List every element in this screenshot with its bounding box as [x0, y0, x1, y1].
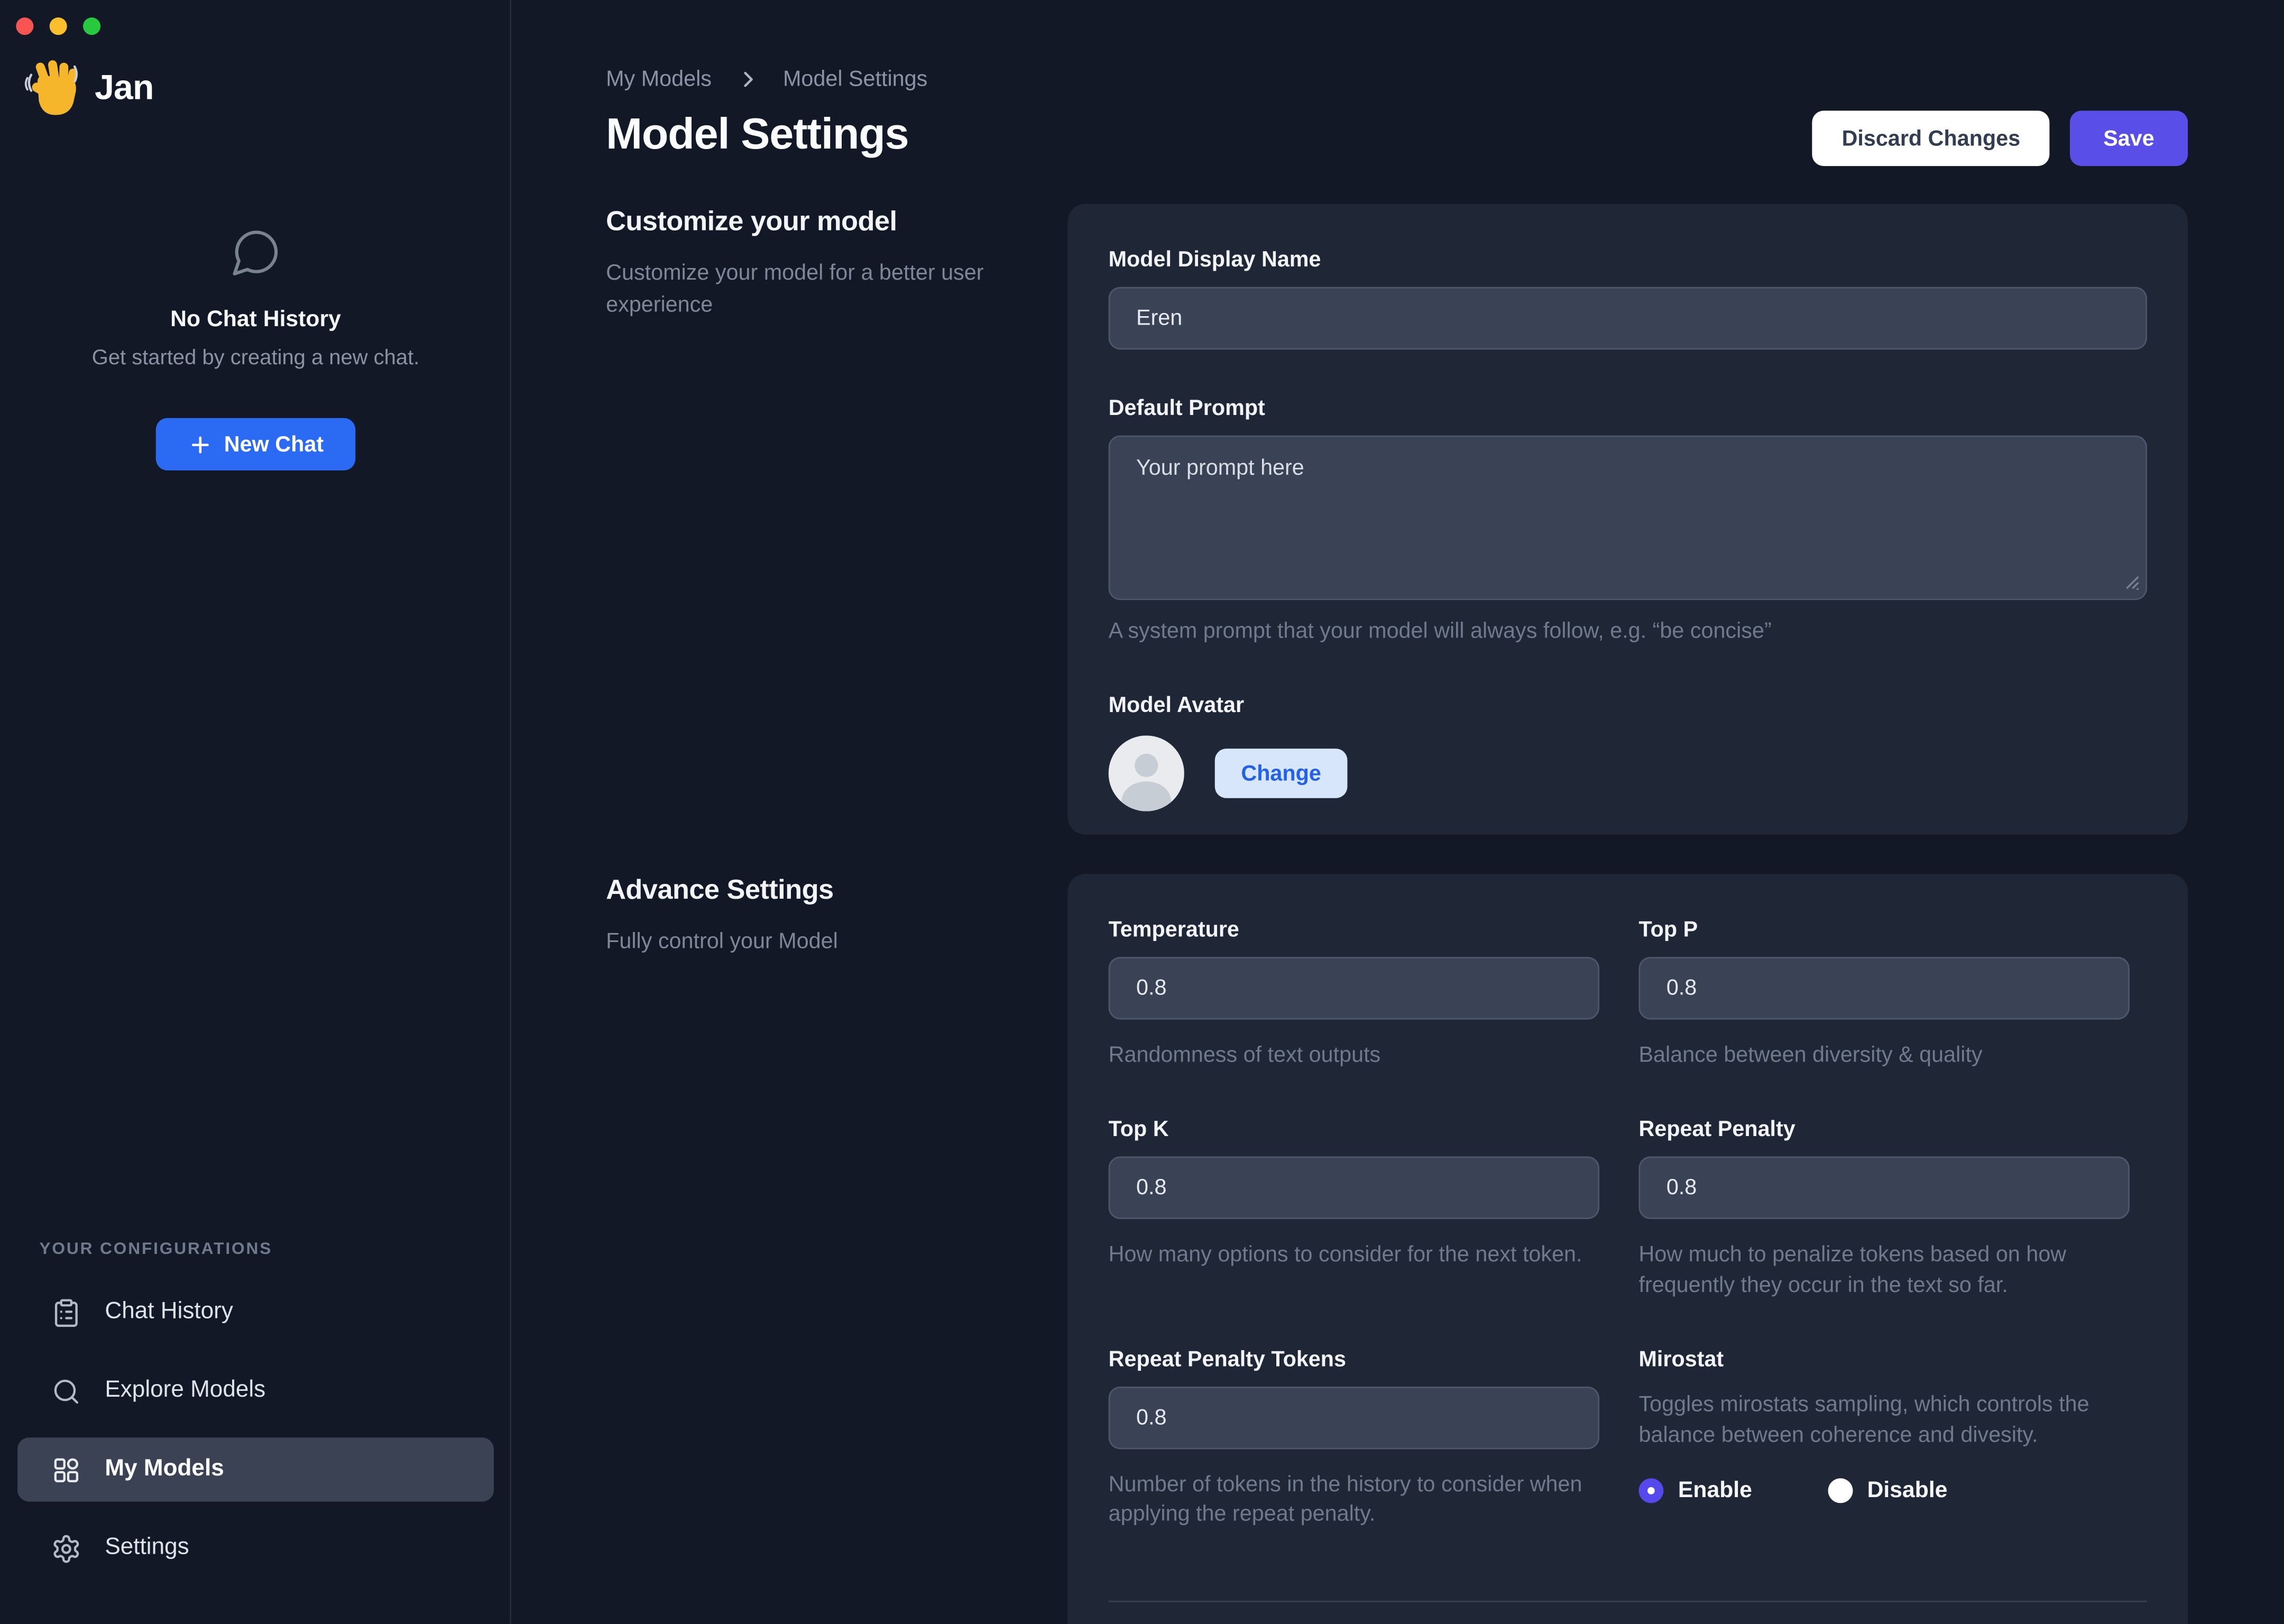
breadcrumb-model-settings: Model Settings	[782, 67, 928, 92]
page-title: Model Settings	[606, 110, 909, 159]
breadcrumb: My Models Model Settings	[606, 67, 927, 92]
model-display-name-input[interactable]	[1108, 287, 2148, 350]
top-k-field: Top K How many options to consider for t…	[1108, 1117, 1600, 1300]
configurations-label: YOUR CONFIGURATIONS	[39, 1241, 273, 1259]
sidebar-item-label: Explore Models	[105, 1378, 266, 1403]
breadcrumb-my-models[interactable]: My Models	[606, 67, 712, 92]
minimize-window-button[interactable]	[49, 17, 67, 35]
temperature-label: Temperature	[1108, 917, 1239, 943]
sidebar-item-chat-history[interactable]: Chat History	[17, 1280, 494, 1344]
radio-unselected-icon	[1828, 1478, 1853, 1503]
waving-hand-icon	[21, 58, 82, 119]
repeat-penalty-helper: How much to penalize tokens based on how…	[1638, 1242, 2067, 1297]
default-prompt-textarea[interactable]	[1108, 435, 2148, 601]
repeat-penalty-tokens-label: Repeat Penalty Tokens	[1108, 1346, 1347, 1372]
temperature-input[interactable]	[1108, 957, 1600, 1020]
grid-icon	[51, 1454, 81, 1485]
sidebar: Jan No Chat History Get started by creat…	[0, 0, 512, 1624]
change-avatar-button[interactable]: Change	[1214, 749, 1348, 799]
repeat-penalty-tokens-field: Repeat Penalty Tokens Number of tokens i…	[1108, 1346, 1600, 1530]
top-p-input[interactable]	[1638, 957, 2130, 1020]
mirostat-disable-option[interactable]: Disable	[1828, 1478, 1947, 1504]
customize-heading: Customize your model	[606, 207, 897, 238]
sidebar-item-settings[interactable]: Settings	[17, 1516, 494, 1580]
top-p-label: Top P	[1638, 917, 1698, 943]
sidebar-menu: Chat History Explore Models	[0, 1280, 511, 1581]
customize-section-text: Customize your model Customize your mode…	[606, 207, 1031, 321]
default-prompt-helper: A system prompt that your model will alw…	[1108, 619, 1772, 644]
customize-card: Model Display Name Default Prompt A syst…	[1067, 204, 2188, 835]
mirostat-label: Mirostat	[1638, 1346, 1724, 1372]
configurations-section: YOUR CONFIGURATIONS Chat History	[0, 1241, 511, 1594]
repeat-penalty-tokens-input[interactable]	[1108, 1386, 1600, 1449]
customize-description: Customize your model for a better user e…	[606, 261, 984, 317]
mirostat-enable-option[interactable]: Enable	[1638, 1478, 1752, 1504]
new-chat-button[interactable]: New Chat	[155, 418, 356, 470]
sidebar-item-label: My Models	[105, 1456, 224, 1481]
main-content: My Models Model Settings Model Settings …	[511, 0, 2284, 1624]
gear-icon	[51, 1533, 81, 1564]
zoom-window-button[interactable]	[83, 17, 101, 35]
advance-section-text: Advance Settings Fully control your Mode…	[606, 875, 1031, 958]
header-actions: Discard Changes Save	[1812, 110, 2188, 167]
temperature-helper: Randomness of text outputs	[1108, 1042, 1381, 1068]
sidebar-item-label: Chat History	[105, 1299, 233, 1324]
mirostat-field: Mirostat Toggles mirostats sampling, whi…	[1638, 1347, 2129, 1530]
card-divider	[1108, 1601, 2148, 1603]
top-p-helper: Balance between diversity & quality	[1638, 1042, 1983, 1068]
chevron-right-icon	[736, 68, 758, 90]
top-k-label: Top K	[1108, 1117, 1169, 1142]
app-name: Jan	[95, 68, 154, 108]
advance-description: Fully control your Model	[606, 929, 838, 954]
discard-changes-button[interactable]: Discard Changes	[1812, 110, 2050, 167]
search-icon	[51, 1376, 81, 1406]
app-logo: Jan	[21, 58, 154, 119]
default-prompt-label: Default Prompt	[1108, 396, 1265, 421]
temperature-field: Temperature Randomness of text outputs	[1108, 917, 1600, 1071]
advance-heading: Advance Settings	[606, 875, 834, 906]
model-avatar-label: Model Avatar	[1108, 694, 1245, 718]
repeat-penalty-label: Repeat Penalty	[1638, 1117, 1795, 1142]
repeat-penalty-tokens-helper: Number of tokens in the history to consi…	[1108, 1472, 1582, 1527]
avatar	[1108, 736, 1184, 812]
empty-state-title: No Chat History	[170, 307, 341, 333]
top-p-field: Top P Balance between diversity & qualit…	[1638, 917, 2130, 1071]
sidebar-item-explore-models[interactable]: Explore Models	[17, 1359, 494, 1423]
top-k-helper: How many options to consider for the nex…	[1108, 1242, 1582, 1268]
mirostat-radio-group: Enable Disable	[1638, 1478, 2129, 1504]
sidebar-item-label: Settings	[105, 1535, 189, 1560]
clipboard-icon	[51, 1297, 81, 1327]
sidebar-item-my-models[interactable]: My Models	[17, 1437, 494, 1502]
close-window-button[interactable]	[16, 17, 34, 35]
top-k-input[interactable]	[1108, 1157, 1600, 1220]
window-controls	[16, 17, 101, 35]
advance-card: Temperature Randomness of text outputs T…	[1067, 874, 2188, 1624]
radio-selected-icon	[1638, 1478, 1664, 1503]
empty-state-subtitle: Get started by creating a new chat.	[91, 346, 420, 370]
chat-bubble-icon	[0, 226, 511, 278]
repeat-penalty-field: Repeat Penalty How much to penalize toke…	[1638, 1117, 2130, 1300]
model-display-name-label: Model Display Name	[1108, 247, 1321, 273]
plus-icon	[188, 432, 213, 457]
save-button[interactable]: Save	[2069, 110, 2188, 167]
repeat-penalty-input[interactable]	[1638, 1157, 2130, 1220]
mirostat-description: Toggles mirostats sampling, which contro…	[1638, 1392, 2089, 1448]
